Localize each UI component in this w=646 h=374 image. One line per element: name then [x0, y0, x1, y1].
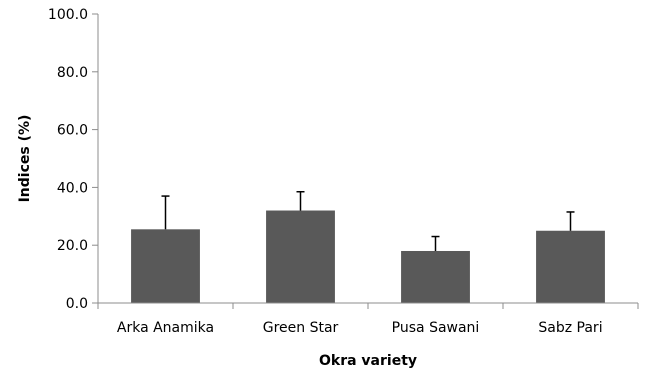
y-tick-label: 0.0 [66, 296, 88, 312]
y-axis-ticks: 0.0 20.0 40.0 60.0 80.0 100.0 [48, 7, 98, 312]
x-axis-ticks: Arka Anamika Green Star Pusa Sawani Sabz Pa… [97, 303, 639, 336]
bar [131, 229, 200, 303]
y-tick-label: 60.0 [57, 123, 88, 139]
bar [401, 250, 470, 303]
y-tick-label: 80.0 [57, 65, 88, 81]
x-axis-title: Okra variety [319, 353, 417, 369]
x-tick-label: Pusa Sawani [392, 320, 480, 336]
y-tick-label: 20.0 [57, 238, 88, 254]
bars [131, 210, 605, 303]
x-tick-label: Arka Anamika [117, 320, 214, 336]
y-axis-title: Indices (%) [17, 115, 33, 203]
bar [536, 230, 605, 303]
y-tick-label: 40.0 [57, 180, 88, 196]
error-bars [161, 190, 575, 251]
x-tick-label: Sabz Pari [538, 320, 602, 336]
bar [266, 210, 335, 303]
x-tick-label: Green Star [263, 320, 339, 336]
y-tick-label: 100.0 [48, 7, 88, 23]
